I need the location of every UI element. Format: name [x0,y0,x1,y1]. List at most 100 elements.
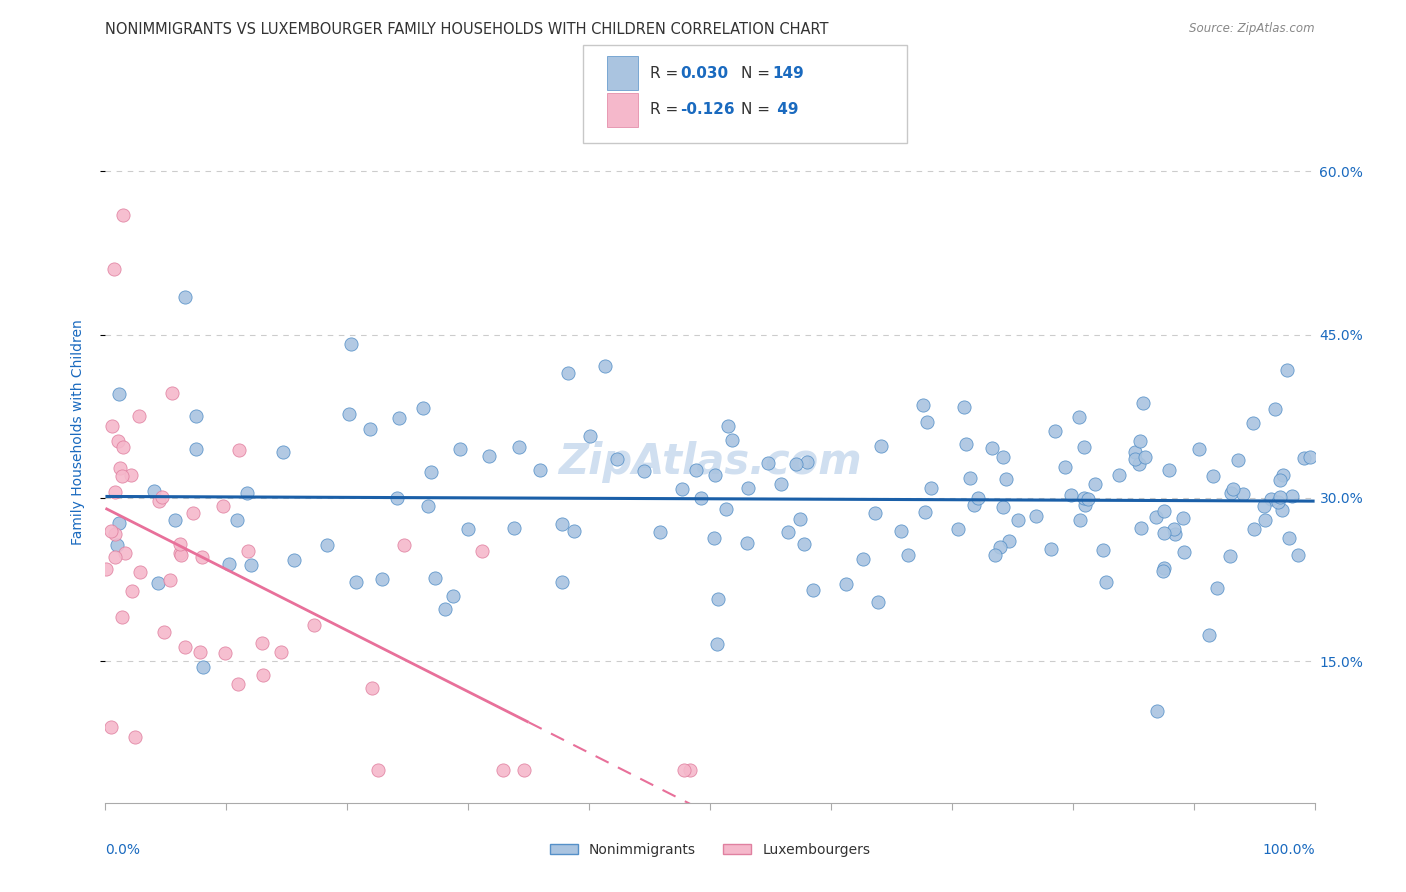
Point [94,562,117,576]
Point [174,289,197,303]
Point [218,557,240,571]
Point [1129,434,1152,448]
Point [152,625,174,640]
Point [226,677,249,691]
Point [1268,473,1291,487]
Point [1222,482,1244,496]
Point [236,486,259,500]
Text: R =: R = [650,66,683,80]
Point [593,359,616,373]
Point [1095,574,1118,589]
Point [1073,440,1095,454]
Point [993,500,1015,514]
Point [121,583,143,598]
Point [721,434,744,448]
Point [796,455,818,469]
Point [852,551,875,566]
Point [129,565,152,579]
Point [104,549,127,564]
Point [735,536,758,550]
Point [1039,542,1062,557]
Point [991,450,1014,464]
Point [1123,452,1146,467]
Point [1152,564,1174,578]
Point [1286,548,1309,562]
Point [1157,463,1180,477]
Point [160,385,183,400]
Point [679,763,702,777]
Point [184,442,207,456]
Point [104,484,127,499]
Point [240,558,263,572]
Point [236,544,259,558]
Point [112,208,135,222]
Point [271,445,294,459]
Point [606,451,628,466]
Point [107,516,129,530]
Point [211,499,233,513]
Point [418,499,440,513]
Point [1164,527,1187,541]
Point [316,538,339,552]
Point [953,401,976,415]
Point [103,261,125,276]
Point [114,546,136,560]
Point [869,439,891,453]
Point [988,540,1011,554]
Point [1053,459,1076,474]
Text: ZipAtlas.com: ZipAtlas.com [558,442,862,483]
Text: N =: N = [741,66,775,80]
Point [188,645,211,659]
Point [1069,512,1091,526]
Point [920,481,942,495]
Point [143,483,166,498]
Point [769,477,792,491]
Point [100,524,122,538]
Point [789,512,811,526]
Point [714,501,737,516]
Point [492,763,515,777]
Point [1268,491,1291,505]
Point [557,366,579,380]
Point [995,473,1018,487]
Point [1232,486,1254,500]
Point [360,681,382,695]
Point [434,602,457,616]
Point [420,466,443,480]
Point [1254,512,1277,526]
Point [108,387,131,401]
Point [1146,704,1168,718]
Point [1299,450,1322,464]
Point [955,437,977,451]
Point [707,592,730,607]
Point [513,763,536,777]
Point [1153,503,1175,517]
Text: 0.030: 0.030 [681,66,728,80]
Point [170,548,193,562]
Point [1271,503,1294,517]
Point [578,429,600,443]
Text: N =: N = [741,103,775,117]
Point [107,434,129,449]
Point [984,548,1007,562]
Point [897,549,920,563]
Point [551,516,574,531]
Point [252,668,274,682]
Text: -0.126: -0.126 [681,103,735,117]
Point [1108,467,1130,482]
Point [1267,494,1289,508]
Point [1128,457,1150,471]
Point [337,407,360,421]
Point [1226,453,1249,467]
Point [1173,545,1195,559]
Point [1281,489,1303,503]
Point [785,458,807,472]
Point [283,552,305,566]
Point [890,524,912,539]
Point [1025,509,1047,524]
Point [1067,409,1090,424]
Point [966,491,988,505]
Point [502,521,524,535]
Point [834,576,856,591]
Point [163,513,186,527]
